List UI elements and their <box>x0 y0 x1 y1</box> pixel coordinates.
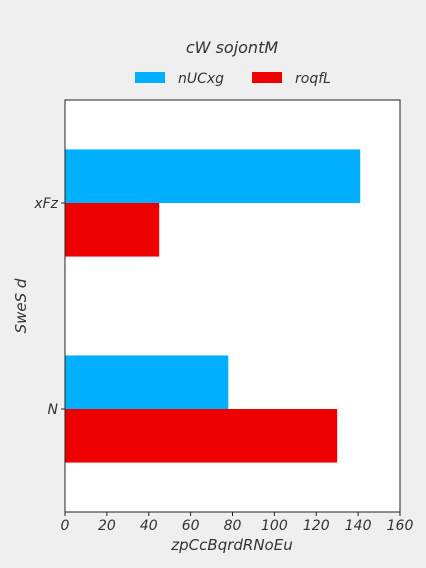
x-tick-label: 120 <box>303 518 330 534</box>
bar-roqfL-xFz <box>65 203 160 257</box>
y-tick-label: N <box>48 402 59 418</box>
x-tick-label: 140 <box>345 518 372 534</box>
legend-label-series-1: roqfL <box>295 71 331 87</box>
x-tick-label: 80 <box>224 518 242 534</box>
y-axis-ticks: xFz N <box>33 196 65 418</box>
x-tick-label: 100 <box>261 518 288 534</box>
x-tick-label: 60 <box>182 518 200 534</box>
x-tick-label: 40 <box>140 518 158 534</box>
plot-frame <box>64 99 401 513</box>
bar-nUCxg-xFz <box>65 149 361 203</box>
x-tick-label: 20 <box>98 518 116 534</box>
x-axis-title: zpCcBqrdRNoEu <box>170 536 292 554</box>
legend: nUCxg roqfL <box>135 71 331 87</box>
x-tick-label: 160 <box>387 518 414 534</box>
bar-roqfL-N <box>65 409 338 463</box>
y-axis-title: SweS d <box>12 278 30 333</box>
bar-nUCxg-N <box>65 355 229 409</box>
chart-title: cW sojontM <box>186 38 278 57</box>
x-axis-ticks: 0 20 40 60 80 100 120 140 160 <box>61 512 414 534</box>
legend-label-series-0: nUCxg <box>178 71 224 87</box>
bars-group <box>65 149 361 463</box>
y-tick-label: xFz <box>33 196 58 212</box>
x-tick-label: 0 <box>61 518 70 534</box>
legend-swatch-series-0 <box>135 72 165 83</box>
legend-swatch-series-1 <box>252 72 282 83</box>
